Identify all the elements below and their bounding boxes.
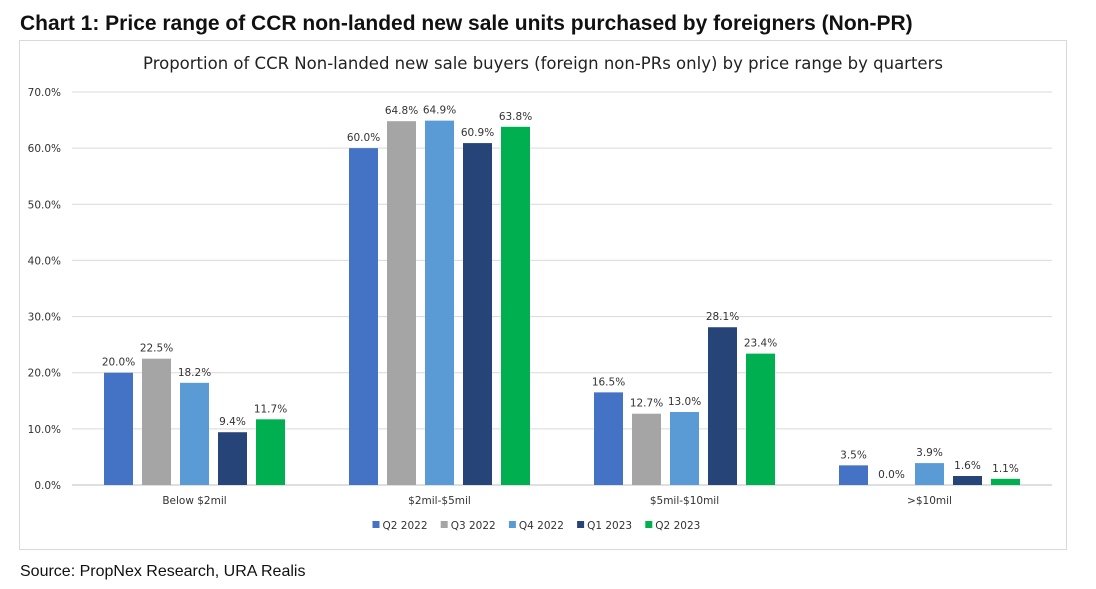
legend-label: Q1 2023 xyxy=(587,520,632,532)
data-label: 1.6% xyxy=(954,460,981,472)
data-label: 16.5% xyxy=(592,376,625,388)
bar xyxy=(180,382,209,485)
data-label: 22.5% xyxy=(140,343,173,355)
bar xyxy=(670,412,699,485)
data-label: 0.0% xyxy=(878,469,905,481)
x-tick-label: >$10mil xyxy=(907,495,952,507)
x-tick-label: $5mil-$10mil xyxy=(650,495,719,507)
legend-label: Q2 2022 xyxy=(383,520,428,532)
bar xyxy=(349,148,378,485)
bar xyxy=(218,432,247,485)
data-label: 64.9% xyxy=(423,105,456,117)
bar xyxy=(387,121,416,486)
bar xyxy=(104,372,133,485)
data-label: 64.8% xyxy=(385,105,418,117)
legend-swatch xyxy=(508,521,516,528)
bar xyxy=(632,413,661,485)
bar xyxy=(463,143,492,485)
data-label: 3.9% xyxy=(916,447,943,459)
data-label: 20.0% xyxy=(102,357,135,369)
legend-swatch xyxy=(645,521,653,528)
y-tick-label: 50.0% xyxy=(28,199,61,211)
y-tick-label: 60.0% xyxy=(28,143,61,155)
legend-swatch xyxy=(440,521,448,528)
data-label: 1.1% xyxy=(992,463,1019,475)
page-title: Chart 1: Price range of CCR non-landed n… xyxy=(20,12,913,35)
bar xyxy=(991,478,1020,485)
legend-swatch xyxy=(372,521,380,528)
chart: Proportion of CCR Non-landed new sale bu… xyxy=(28,54,1052,532)
x-tick-label: $2mil-$5mil xyxy=(408,495,471,507)
legend-label: Q4 2022 xyxy=(519,520,564,532)
legend-label: Q2 2023 xyxy=(655,520,700,532)
data-label: 23.4% xyxy=(744,338,777,350)
y-tick-label: 70.0% xyxy=(28,87,61,99)
y-tick-label: 40.0% xyxy=(28,255,61,267)
data-label: 18.2% xyxy=(178,367,211,379)
data-label: 11.7% xyxy=(254,403,287,415)
legend-swatch xyxy=(577,521,585,528)
bar xyxy=(142,358,171,485)
bar xyxy=(839,465,868,485)
data-label: 13.0% xyxy=(668,396,701,408)
y-tick-label: 0.0% xyxy=(34,480,61,492)
y-tick-label: 20.0% xyxy=(28,368,61,380)
bar xyxy=(501,126,530,486)
bar xyxy=(953,476,982,485)
y-tick-label: 10.0% xyxy=(28,424,61,436)
bar xyxy=(708,327,737,485)
x-tick-label: Below $2mil xyxy=(162,495,226,507)
data-label: 60.9% xyxy=(461,127,494,139)
bar xyxy=(746,353,775,485)
chart-title: Proportion of CCR Non-landed new sale bu… xyxy=(143,54,943,73)
data-label: 63.8% xyxy=(499,111,532,123)
bar xyxy=(256,419,285,485)
data-label: 3.5% xyxy=(840,449,867,461)
y-tick-label: 30.0% xyxy=(28,312,61,324)
legend-label: Q3 2022 xyxy=(451,520,496,532)
bar xyxy=(915,463,944,485)
data-label: 60.0% xyxy=(347,132,380,144)
data-label: 28.1% xyxy=(706,311,739,323)
data-label: 9.4% xyxy=(219,416,246,428)
source-note: Source: PropNex Research, URA Realis xyxy=(20,563,306,580)
bar xyxy=(594,392,623,485)
bar xyxy=(425,120,454,485)
data-label: 12.7% xyxy=(630,398,663,410)
